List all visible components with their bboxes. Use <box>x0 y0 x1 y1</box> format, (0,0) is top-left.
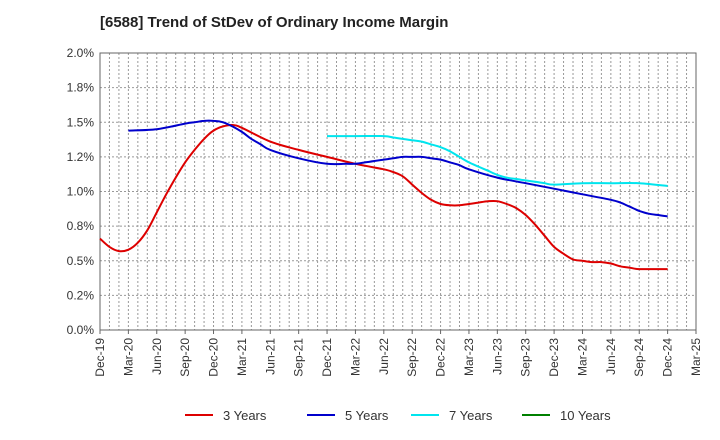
series-line-5-years <box>128 119 668 218</box>
y-tick-label: 1.0% <box>67 185 95 199</box>
x-tick-label: Jun-22 <box>377 338 391 375</box>
gridlines <box>100 53 696 330</box>
x-tick-label: Mar-23 <box>462 338 476 376</box>
y-tick-label: 0.2% <box>67 288 95 302</box>
x-tick-label: Jun-23 <box>490 338 504 375</box>
y-tick-label: 1.2% <box>67 150 95 164</box>
x-tick-label: Dec-24 <box>661 338 675 377</box>
legend: 3 Years 5 Years 7 Years 10 Years <box>185 408 611 423</box>
x-tick-label: Sep-24 <box>632 338 646 377</box>
x-tick-label: Jun-24 <box>604 338 618 375</box>
y-tick-label: 0.5% <box>67 254 95 268</box>
x-tick-label: Dec-21 <box>320 338 334 377</box>
x-tick-label: Sep-20 <box>178 338 192 377</box>
x-tick-label: Jun-21 <box>263 338 277 375</box>
x-tick-label: Dec-23 <box>547 338 561 377</box>
x-tick-label: Mar-24 <box>575 338 589 376</box>
x-tick-label: Sep-22 <box>405 338 419 377</box>
series-line-7-years <box>327 135 668 187</box>
x-tick-label: Sep-23 <box>519 338 533 377</box>
series-layer <box>99 119 668 271</box>
y-tick-label: 1.8% <box>67 81 95 95</box>
y-tick-label: 2.0% <box>67 46 95 60</box>
x-tick-label: Dec-20 <box>207 338 221 377</box>
x-tick-label: Jun-20 <box>150 338 164 375</box>
x-tick-label: Mar-21 <box>235 338 249 376</box>
x-tick-label: Mar-22 <box>348 338 362 376</box>
legend-label: 7 Years <box>449 408 493 423</box>
series-line-3-years <box>99 123 668 271</box>
legend-label: 10 Years <box>560 408 611 423</box>
y-tick-label: 0.8% <box>67 219 95 233</box>
y-tick-label: 0.0% <box>67 323 95 337</box>
x-tick-label: Dec-19 <box>93 338 107 377</box>
chart-title: [6588] Trend of StDev of Ordinary Income… <box>100 14 449 31</box>
x-axis: Dec-19 Mar-20 Jun-20 Sep-20 Dec-20 Mar-21 Jun-… <box>93 330 703 377</box>
x-tick-label: Mar-25 <box>689 338 703 376</box>
legend-label: 5 Years <box>345 408 389 423</box>
x-tick-label: Mar-20 <box>121 338 135 376</box>
y-axis: 0.0% 0.2% 0.5% 0.8% 1.0% 1.2% 1.5% 1.8% 2.0% <box>67 46 95 337</box>
y-tick-label: 1.5% <box>67 115 95 129</box>
x-tick-label: Sep-21 <box>292 338 306 377</box>
legend-label: 3 Years <box>223 408 267 423</box>
x-tick-label: Dec-22 <box>434 338 448 377</box>
plot-area <box>99 52 697 331</box>
